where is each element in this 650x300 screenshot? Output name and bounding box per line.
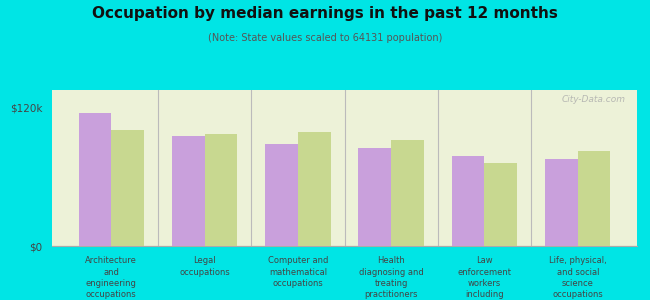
Bar — [578, 151, 610, 246]
Bar — [79, 113, 111, 246]
Bar — [391, 140, 424, 246]
Bar — [545, 159, 578, 246]
Bar — [205, 134, 237, 246]
Bar — [359, 148, 391, 246]
Text: Occupation by median earnings in the past 12 months: Occupation by median earnings in the pas… — [92, 6, 558, 21]
Bar — [452, 156, 484, 246]
Bar — [172, 136, 205, 246]
Bar — [111, 130, 144, 246]
Bar — [265, 144, 298, 246]
Text: (Note: State values scaled to 64131 population): (Note: State values scaled to 64131 popu… — [208, 33, 442, 43]
Bar — [484, 163, 517, 246]
Bar — [298, 132, 330, 246]
Text: City-Data.com: City-Data.com — [562, 95, 625, 104]
